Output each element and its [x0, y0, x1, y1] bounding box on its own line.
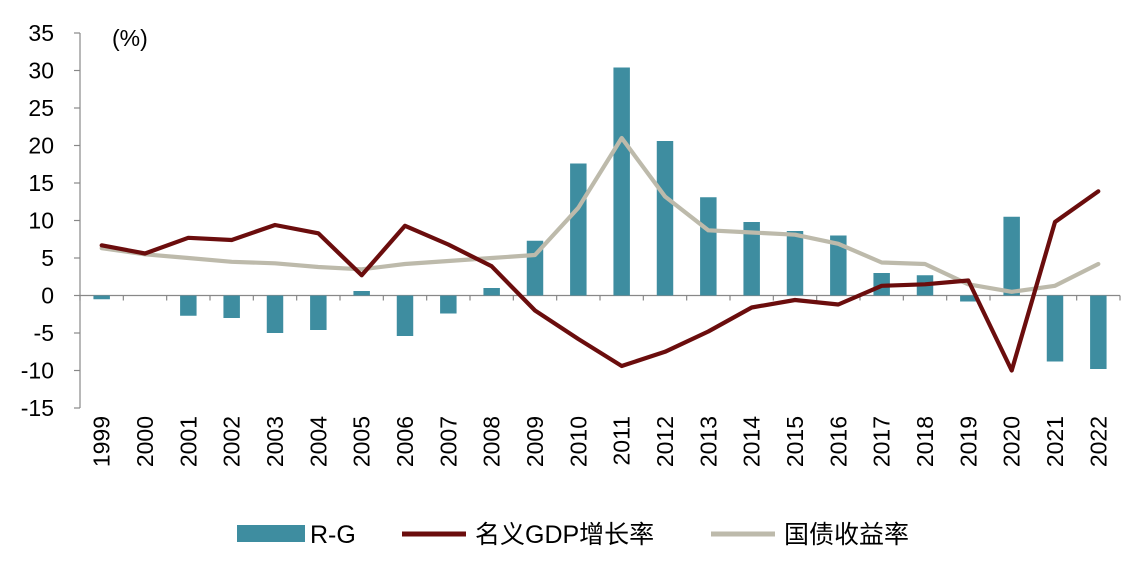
- bar-r-g: [743, 222, 760, 296]
- x-tick-label: 2014: [739, 416, 765, 467]
- x-tick-label: 2010: [565, 416, 591, 467]
- x-tick-label: 2012: [652, 416, 678, 467]
- line-nominal-gdp-growth: [99, 189, 1101, 373]
- x-tick-label: 2015: [782, 416, 808, 467]
- bar-r-g: [570, 163, 587, 296]
- y-tick-label: 15: [28, 170, 54, 196]
- y-tick-label: 25: [28, 95, 54, 121]
- bar-r-g: [700, 197, 717, 296]
- legend-label: 名义GDP增长率: [475, 521, 654, 549]
- y-tick-label: -15: [21, 395, 54, 421]
- x-tick-label: 2016: [825, 416, 851, 467]
- x-axis-ticks: 1999 2000 2001 2002 2003 2004 2005 2006 2007 2008…: [89, 416, 1112, 467]
- x-tick-label: 2003: [262, 416, 288, 467]
- bar-r-g: [830, 235, 847, 296]
- r-g-bars: [93, 67, 1107, 369]
- x-tick-label: 2002: [219, 416, 245, 467]
- x-tick-label: 2005: [349, 416, 375, 467]
- x-tick-label: 2019: [955, 416, 981, 467]
- bar-r-g: [440, 295, 457, 314]
- y-tick-label: 30: [28, 58, 54, 84]
- x-tick-label: 2017: [869, 416, 895, 467]
- y-tick-label: 0: [41, 283, 54, 309]
- line-bond-yield: [99, 135, 1101, 294]
- bar-r-g: [786, 231, 804, 296]
- x-tick-label: 2008: [479, 416, 505, 467]
- y-tick-label: 10: [28, 208, 54, 234]
- y-tick-label: 5: [41, 245, 54, 271]
- y-tick-label: -5: [34, 320, 54, 346]
- legend-swatch: [237, 525, 305, 542]
- x-tick-label: 2001: [175, 416, 201, 467]
- bar-r-g: [613, 67, 630, 296]
- bar-r-g: [266, 295, 284, 333]
- x-tick-label: 2006: [392, 416, 418, 467]
- x-tick-label: 2007: [435, 416, 461, 467]
- unit-label: (%): [112, 25, 148, 51]
- x-tick-label: 2021: [1042, 416, 1068, 467]
- legend-item-r-g: R-G: [237, 521, 356, 549]
- x-tick-label: 2004: [305, 416, 331, 467]
- line-series: [99, 135, 1101, 373]
- bar-r-g: [180, 295, 197, 316]
- bar-r-g: [93, 295, 110, 300]
- bar-r-g: [223, 295, 240, 318]
- legend-label: 国债收益率: [784, 521, 909, 549]
- axes: [74, 32, 1121, 409]
- bar-r-g: [396, 295, 414, 336]
- x-tick-label: 2000: [132, 416, 158, 467]
- y-tick-label: -10: [21, 358, 54, 384]
- x-tick-label: 2009: [522, 416, 548, 467]
- bar-r-g: [483, 288, 500, 296]
- bar-r-g: [1003, 216, 1020, 296]
- x-tick-label: 2011: [609, 416, 635, 465]
- bar-r-g: [310, 295, 327, 330]
- y-tick-label: 35: [28, 20, 54, 46]
- x-tick-label: 1999: [89, 416, 115, 467]
- bar-r-g: [960, 295, 977, 302]
- legend-item-nominal-gdp: 名义GDP增长率: [402, 521, 654, 549]
- legend: R-G 名义GDP增长率 国债收益率: [237, 521, 909, 549]
- x-tick-label: 2022: [1085, 416, 1111, 467]
- legend-label: R-G: [310, 521, 356, 549]
- bar-r-g: [1046, 295, 1064, 362]
- x-tick-label: 2013: [695, 416, 721, 467]
- bar-r-g: [656, 141, 674, 296]
- legend-item-bond-yield: 国债收益率: [711, 521, 909, 549]
- bar-r-g: [1090, 295, 1107, 369]
- x-tick-label: 2020: [999, 416, 1025, 467]
- y-tick-label: 20: [28, 133, 54, 159]
- bar-r-g: [353, 291, 370, 296]
- y-axis-ticks: 35 30 25 20 15 10 5 0 -5 -10 -15: [21, 20, 54, 421]
- x-tick-label: 2018: [912, 416, 938, 467]
